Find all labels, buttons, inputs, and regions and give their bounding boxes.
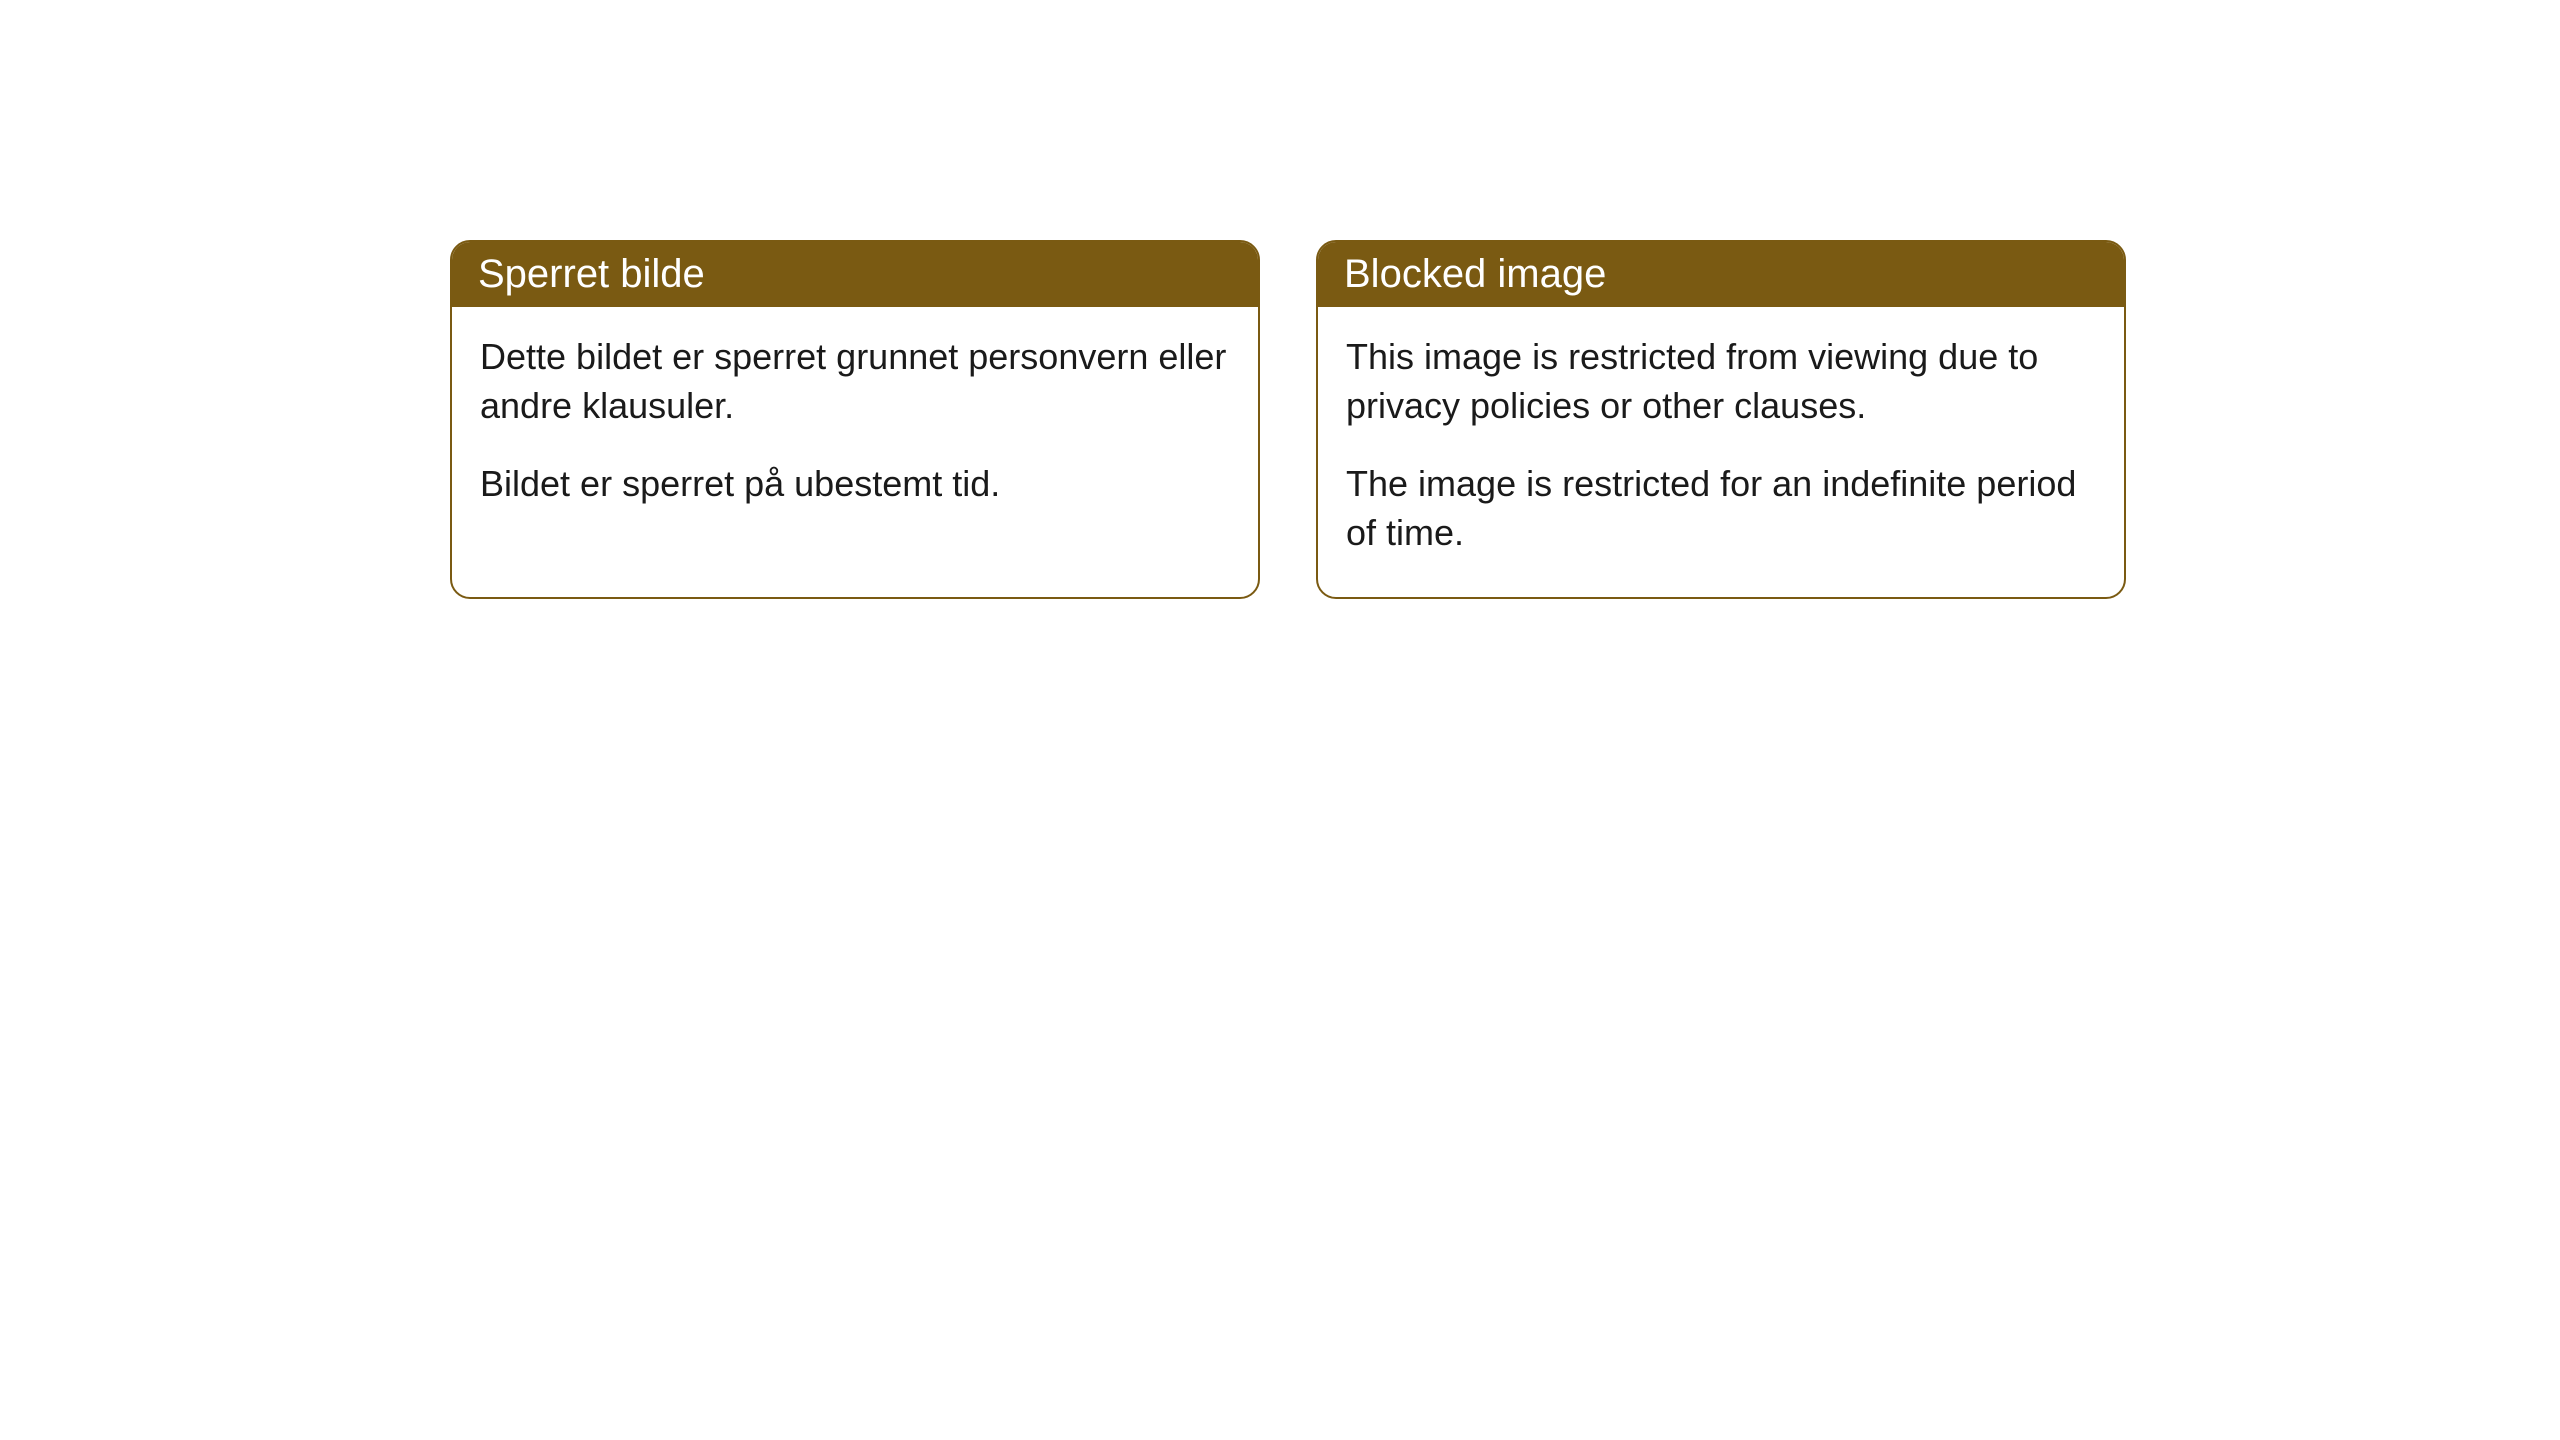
card-header-english: Blocked image [1318, 242, 2124, 307]
card-title-norwegian: Sperret bilde [478, 252, 705, 296]
card-english: Blocked image This image is restricted f… [1316, 240, 2126, 599]
card-paragraph-2-english: The image is restricted for an indefinit… [1346, 460, 2096, 557]
card-body-english: This image is restricted from viewing du… [1318, 307, 2124, 597]
card-header-norwegian: Sperret bilde [452, 242, 1258, 307]
cards-container: Sperret bilde Dette bildet er sperret gr… [0, 0, 2560, 599]
card-norwegian: Sperret bilde Dette bildet er sperret gr… [450, 240, 1260, 599]
card-paragraph-1-norwegian: Dette bildet er sperret grunnet personve… [480, 333, 1230, 430]
card-title-english: Blocked image [1344, 252, 1606, 296]
card-paragraph-1-english: This image is restricted from viewing du… [1346, 333, 2096, 430]
card-body-norwegian: Dette bildet er sperret grunnet personve… [452, 307, 1258, 549]
card-paragraph-2-norwegian: Bildet er sperret på ubestemt tid. [480, 460, 1230, 509]
